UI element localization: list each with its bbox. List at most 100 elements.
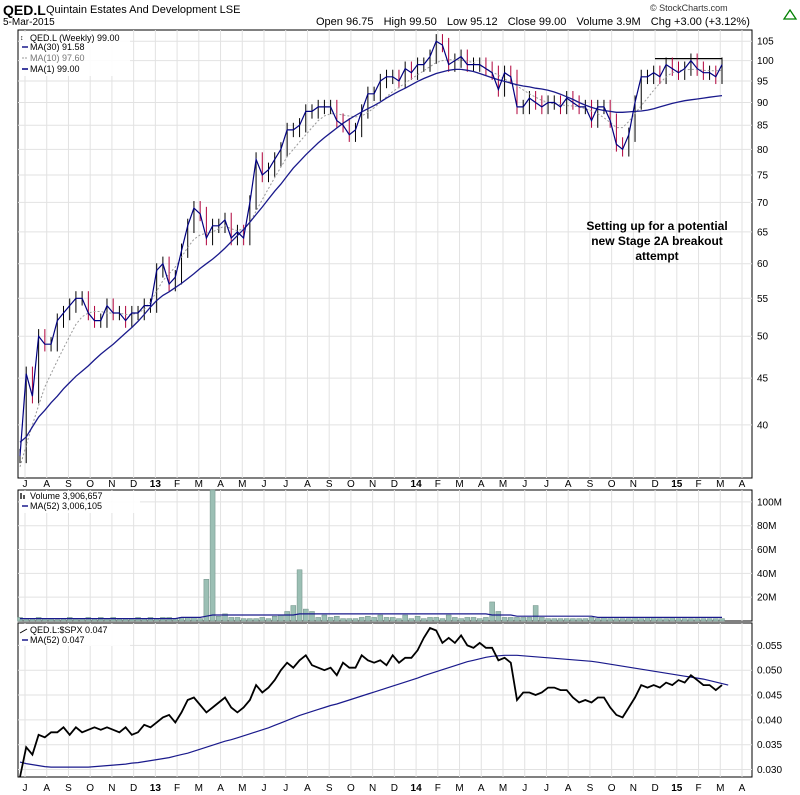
volume-bar [315, 617, 321, 622]
ratio-tick-label: 0.055 [757, 641, 782, 652]
x-tick-label: F [174, 783, 180, 794]
volume-bar [340, 618, 346, 622]
high-label: High [383, 16, 407, 28]
x-tick-label: M [195, 783, 203, 794]
company-name: Quintain Estates And Development LSE [46, 4, 241, 16]
volume-bar [166, 617, 172, 622]
x-tick-label: A [304, 479, 311, 490]
volume-bar [501, 617, 508, 622]
x-tick-label: N [630, 783, 637, 794]
volume-bar [476, 618, 483, 622]
x-tick-label: S [326, 783, 333, 794]
volume-bar [321, 614, 328, 622]
symbol-title: QED.L [3, 2, 46, 18]
volume-bar [700, 618, 707, 622]
x-tick-label: S [65, 783, 72, 794]
ratio-ma52-line [19, 654, 729, 768]
volume-bar [464, 617, 471, 622]
volume-bar [588, 617, 595, 622]
volume-icon [23, 495, 25, 499]
symbol-icon: ↕ [20, 35, 24, 42]
volume-bar [98, 617, 104, 622]
price-tick-label: 85 [757, 121, 769, 132]
volume-bar [595, 618, 601, 622]
volume-bar [371, 617, 377, 622]
x-tick-label: M [455, 479, 463, 490]
x-tick-label: A [217, 783, 224, 794]
volume-tick-label: 20M [757, 593, 776, 604]
volume-tick-label: 100M [757, 497, 782, 508]
volume-bar [352, 618, 359, 622]
x-tick-label: O [86, 479, 94, 490]
volume-bar [713, 618, 719, 622]
ratio-legend-title: QED.L:$SPX 0.047 [30, 625, 108, 635]
volume-bar [694, 618, 700, 622]
volume-bar [278, 614, 284, 622]
volume-bar [427, 617, 433, 622]
ma10-line [19, 59, 723, 467]
volume-bar [377, 614, 384, 622]
chg-label: Chg [650, 16, 671, 28]
volume-tick-label: 80M [757, 521, 776, 532]
volume-bar [514, 617, 520, 622]
x-tick-label: M [238, 783, 246, 794]
volume-bar [408, 618, 415, 622]
volume-bar [582, 618, 589, 622]
x-tick-label: A [739, 783, 746, 794]
x-tick-label: 14 [411, 783, 423, 794]
annotation-text: Setting up for a potential [586, 219, 727, 233]
x-tick-label: N [369, 783, 376, 794]
x-tick-label: F [435, 783, 441, 794]
x-tick-label: O [608, 783, 616, 794]
x-tick-label: M [499, 783, 507, 794]
volume-bar [470, 617, 477, 622]
volume-bar [532, 605, 539, 622]
volume-bar [265, 618, 272, 622]
volume-bar [309, 611, 315, 622]
x-tick-label: A [565, 783, 572, 794]
volume-label: Volume [576, 16, 614, 28]
panel-frame [17, 622, 753, 778]
high-value: 99.50 [409, 16, 437, 28]
volume-bar [681, 618, 688, 622]
volume-tick-label: 40M [757, 569, 776, 580]
price-legend-title: QED.L (Weekly) 99.00 [30, 33, 120, 43]
close-value: 99.00 [538, 16, 567, 28]
x-tick-label: A [478, 783, 485, 794]
x-tick-label: D [391, 479, 398, 490]
volume-icon [20, 493, 22, 499]
volume-bar [197, 618, 203, 622]
volume-bar [539, 617, 545, 622]
volume-bar [271, 615, 278, 622]
volume-bar [247, 618, 253, 622]
volume-bar [663, 618, 669, 622]
x-tick-label: N [108, 783, 115, 794]
volume-bar [135, 617, 141, 622]
x-tick-label: J [262, 783, 267, 794]
low-value: 95.12 [470, 16, 498, 28]
x-tick-label: O [347, 783, 355, 794]
x-tick-label: D [651, 783, 658, 794]
volume-bar [452, 617, 458, 622]
volume-bar [253, 618, 259, 622]
price-tick-label: 90 [757, 98, 769, 109]
volume-bar [719, 618, 725, 622]
x-tick-label: S [587, 783, 594, 794]
volume-bar [228, 617, 234, 622]
volume-legend-ma52: MA(52) 3,006,105 [30, 501, 102, 511]
price-tick-label: 70 [757, 198, 769, 209]
volume-bar [327, 617, 334, 622]
volume-bar [619, 618, 626, 622]
volume-bar [688, 618, 694, 622]
price-tick-label: 40 [757, 420, 769, 431]
volume-bar [203, 579, 210, 622]
volume-bar [240, 618, 247, 622]
ratio-tick-label: 0.035 [757, 740, 782, 751]
ratio-legend-ma52: MA(52) 0.047 [30, 635, 85, 645]
volume-bar [526, 617, 533, 622]
x-tick-label: J [522, 783, 527, 794]
price-legend-box [20, 32, 130, 76]
volume-bar [458, 618, 464, 622]
x-tick-label: J [23, 479, 28, 490]
volume-bar [483, 617, 489, 622]
